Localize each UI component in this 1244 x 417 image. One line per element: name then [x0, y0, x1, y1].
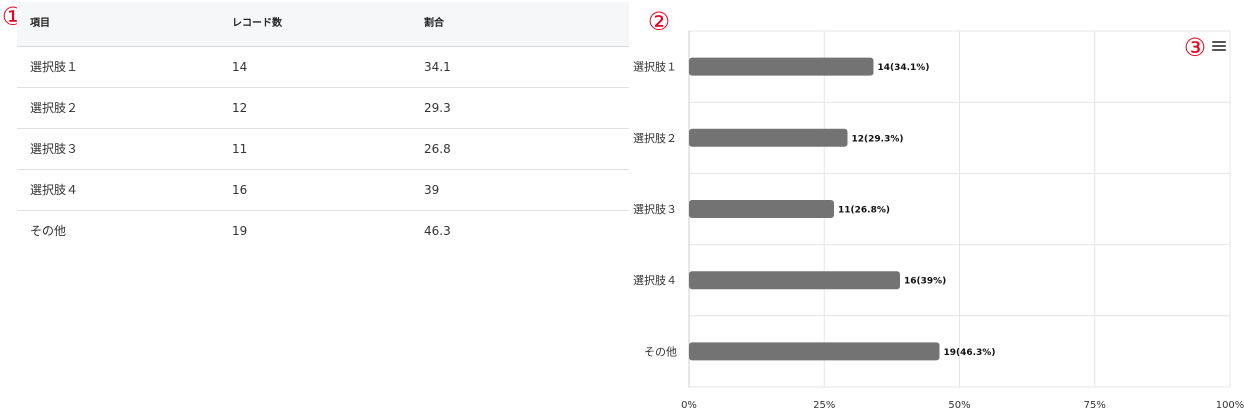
x-tick-label: 25% — [813, 400, 835, 411]
bar — [689, 57, 874, 76]
data-table: 項目 レコード数 割合 選択肢１ 14 34.1 選択肢２ 12 29.3 選択… — [17, 2, 629, 251]
menu-marker: ③ — [1183, 33, 1207, 62]
x-tick-label: 50% — [948, 400, 970, 411]
row-ratio: 34.1 — [424, 60, 451, 74]
row-item: 選択肢１ — [30, 60, 79, 74]
row-count: 19 — [232, 224, 248, 238]
row-item: 選択肢２ — [30, 101, 79, 115]
row-item: 選択肢３ — [30, 142, 79, 156]
table-header: 項目 レコード数 割合 — [17, 2, 629, 47]
table-row: 選択肢２ 12 29.3 — [17, 88, 629, 129]
row-ratio: 46.3 — [424, 224, 451, 238]
table-row: その他 19 46.3 — [17, 211, 629, 251]
category-label: 選択肢３ — [633, 202, 677, 216]
table-row: 選択肢４ 16 39 — [17, 170, 629, 211]
bar-data-label: 12(29.3%) — [852, 134, 904, 144]
bar — [689, 128, 848, 147]
x-tick-label: 75% — [1084, 400, 1106, 411]
row-ratio: 29.3 — [424, 101, 451, 115]
bar-data-label: 14(34.1%) — [877, 63, 929, 73]
category-label: その他 — [644, 345, 677, 358]
table-row: 選択肢１ 14 34.1 — [17, 47, 629, 88]
x-tick-label: 0% — [681, 400, 697, 411]
row-count: 12 — [232, 101, 248, 115]
bar — [689, 200, 834, 218]
x-tick-label: 100% — [1216, 400, 1244, 411]
row-item: その他 — [30, 224, 67, 238]
header-item: 項目 — [30, 18, 50, 29]
row-ratio: 39 — [424, 183, 440, 197]
category-label: 選択肢２ — [633, 131, 677, 145]
chart-marker: ② — [647, 7, 671, 36]
row-count: 11 — [232, 142, 248, 156]
row-count: 14 — [232, 60, 248, 74]
bar — [689, 271, 900, 290]
bar — [689, 342, 940, 361]
bar-data-label: 16(39%) — [904, 277, 946, 287]
menu-icon[interactable] — [1212, 41, 1226, 53]
bar-data-label: 11(26.8%) — [838, 206, 890, 216]
header-record-count: レコード数 — [232, 18, 282, 29]
row-ratio: 26.8 — [424, 142, 451, 156]
category-label: 選択肢４ — [633, 273, 677, 287]
table-row: 選択肢３ 11 26.8 — [17, 129, 629, 170]
chart-canvas: 0% 25% 50% 75% 100% 14(34.1%) 選択肢１ 12(29.3%) 選択肢… — [633, 30, 1244, 411]
header-ratio: 割合 — [424, 18, 444, 29]
category-label: 選択肢１ — [633, 60, 677, 74]
bar-chart: 0% 25% 50% 75% 100% 14(34.1%) 選択肢１ 12(29.3%) 選択肢… — [630, 0, 1244, 417]
row-item: 選択肢４ — [30, 183, 79, 197]
row-count: 16 — [232, 183, 248, 197]
bar-data-label: 19(46.3%) — [943, 348, 995, 358]
